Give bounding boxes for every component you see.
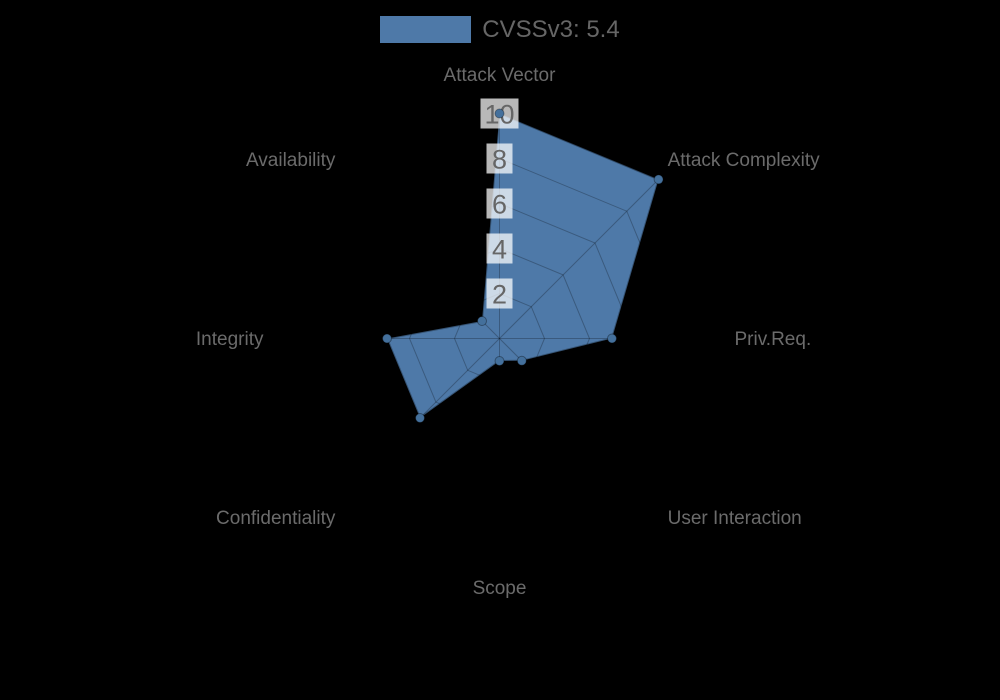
- axis-label-user-interaction: User Interaction: [668, 508, 802, 529]
- axis-label-attack-complexity: Attack Complexity: [668, 150, 821, 171]
- tick-backdrop: [486, 188, 513, 219]
- tick-label: 6: [492, 190, 507, 220]
- grid-ring: [318, 157, 681, 520]
- grid-ring: [363, 202, 636, 475]
- data-point: [494, 356, 505, 366]
- legend-item-cvssv3[interactable]: CVSSv3: 5.4: [380, 16, 620, 43]
- data-point: [653, 174, 664, 185]
- axis-label-availability: Availability: [246, 150, 336, 171]
- axis-label-attack-vector: Attack Vector: [444, 65, 557, 86]
- data-point: [516, 355, 527, 366]
- data-point: [477, 316, 487, 326]
- axis-spoke: [499, 338, 659, 498]
- tick-label: 4: [492, 235, 507, 265]
- axis-label-priv-req: Priv.Req.: [735, 329, 812, 350]
- grid-ring: [273, 112, 726, 565]
- axis-spoke: [499, 179, 659, 339]
- data-point: [607, 333, 617, 344]
- axis-label-scope: Scope: [473, 578, 527, 599]
- legend-swatch: [380, 16, 472, 43]
- data-point: [382, 333, 392, 344]
- tick-label: 8: [492, 145, 507, 175]
- tick-backdrop: [486, 278, 513, 309]
- axis-label-confidentiality: Confidentiality: [216, 508, 336, 529]
- grid-ring: [453, 292, 546, 385]
- axis-spoke: [340, 179, 500, 339]
- axis-label-integrity: Integrity: [196, 329, 264, 350]
- data-point: [494, 108, 505, 119]
- grid-ring: [408, 247, 591, 430]
- chart-legend: CVSSv3: 5.4: [0, 0, 1000, 43]
- tick-backdrop: [486, 233, 513, 264]
- legend-label: CVSSv3: 5.4: [482, 16, 620, 43]
- data-point: [415, 413, 425, 423]
- tick-backdrop: [486, 143, 513, 174]
- tick-label: 2: [492, 280, 507, 310]
